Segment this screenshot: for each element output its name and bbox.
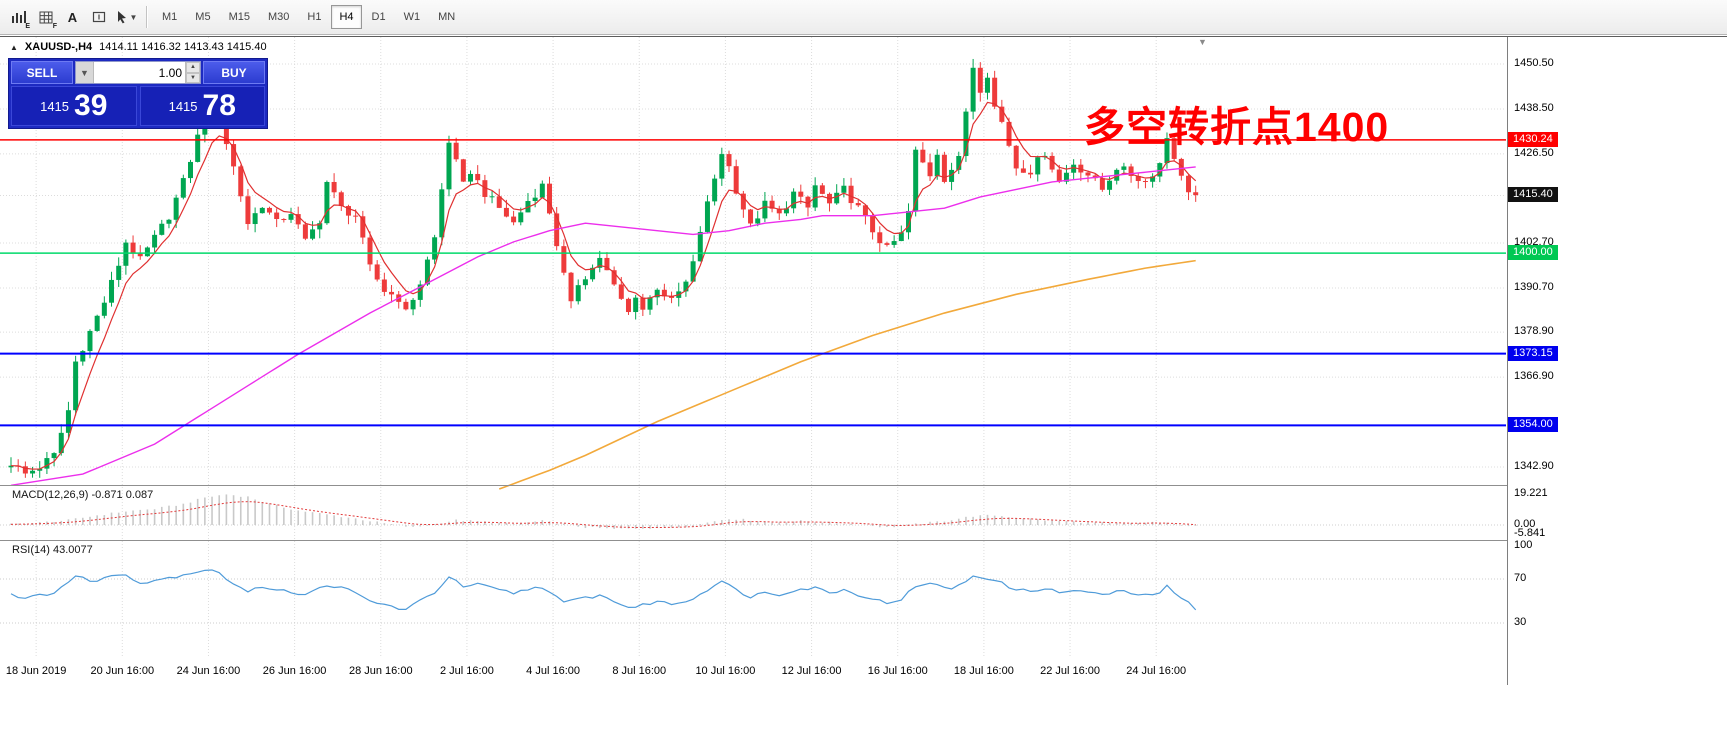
icon-badge: F (52, 23, 57, 30)
price-marker: 1415.40 (1508, 187, 1558, 203)
collapse-panel-icon[interactable]: ▲ (10, 42, 18, 52)
cursor-tool-button[interactable]: ▼ (113, 4, 140, 30)
volume-control: ▼ ▲ ▼ (75, 61, 201, 84)
bid-price-tile[interactable]: 1415 39 (11, 86, 137, 126)
price-axis-label: 1438.50 (1514, 101, 1554, 114)
text-tool-label: A (67, 9, 78, 25)
timeframe-h4-button[interactable]: H4 (331, 5, 362, 29)
one-click-trading-panel: SELL ▼ ▲ ▼ BUY 1415 39 1415 (8, 58, 268, 129)
price-axis-label: 1342.90 (1514, 459, 1554, 472)
grid-icon[interactable]: F (32, 4, 59, 30)
rsi-axis-label: 30 (1514, 616, 1527, 628)
macd-axis-label: 0.00 (1514, 518, 1536, 530)
ohlc-values: 1414.11 1416.32 1413.43 1415.40 (99, 41, 267, 53)
price-axis-label: 1366.90 (1514, 370, 1554, 383)
price-axis-label: 1378.90 (1514, 325, 1554, 338)
time-axis-label: 18 Jun 2019 (5, 665, 67, 677)
rsi-axis-label: 70 (1514, 572, 1527, 584)
time-axis-label: 2 Jul 16:00 (440, 665, 494, 677)
time-axis-label: 4 Jul 16:00 (526, 665, 580, 677)
time-axis-label: 12 Jul 16:00 (781, 665, 842, 677)
macd-axis-label: 19.221 (1514, 486, 1548, 499)
time-axis-label: 18 Jul 16:00 (953, 665, 1014, 677)
chart-header: ▲ XAUUSD-,H4 1414.11 1416.32 1413.43 141… (10, 41, 267, 53)
cursor-icon (117, 11, 126, 24)
time-axis-label: 22 Jul 16:00 (1040, 665, 1101, 677)
toolbar: E F A ▼ (0, 0, 1727, 35)
trade-controls-row: SELL ▼ ▲ ▼ BUY (11, 61, 265, 84)
price-scale[interactable]: 1450.50 1438.50 1426.50 1402.70 1390.70 1378.… (1507, 37, 1727, 685)
buy-button[interactable]: BUY (203, 61, 265, 84)
timeframe-group: M1 M5 M15 M30 H1 H4 D1 W1 MN (153, 5, 464, 29)
volume-decrease-button[interactable]: ▼ (186, 72, 200, 83)
chart-window: ▲ XAUUSD-,H4 1414.11 1416.32 1413.43 141… (0, 36, 1727, 685)
volume-dropdown-icon[interactable]: ▼ (76, 62, 94, 83)
price-axis-label: 1426.50 (1514, 146, 1554, 159)
timeframe-m30-button[interactable]: M30 (260, 5, 297, 29)
price-marker: 1430.24 (1508, 131, 1558, 147)
text-tool-button[interactable]: A (59, 4, 86, 30)
timeframe-d1-button[interactable]: D1 (364, 5, 394, 29)
price-axis-label: 1390.70 (1514, 280, 1554, 293)
sell-button[interactable]: SELL (11, 61, 73, 84)
price-marker: 1373.15 (1508, 345, 1558, 361)
time-scale[interactable]: 18 Jun 2019 20 Jun 16:00 24 Jun 16:00 26 Ju… (0, 657, 1507, 685)
time-axis-label: 20 Jun 16:00 (90, 665, 155, 677)
bar-chart-icon[interactable]: E (5, 4, 32, 30)
timeframe-h1-button[interactable]: H1 (299, 5, 329, 29)
time-axis-label: 26 Jun 16:00 (262, 665, 327, 677)
macd-axis-label: -5.841 (1514, 527, 1546, 540)
time-axis-label: 10 Jul 16:00 (695, 665, 756, 677)
timeframe-w1-button[interactable]: W1 (396, 5, 429, 29)
bid-price-pips: 39 (74, 89, 108, 122)
price-marker: 1354.00 (1508, 417, 1558, 433)
chart-shift-marker-icon[interactable]: ▼ (1198, 37, 1207, 47)
price-marker: 1400.00 (1508, 245, 1558, 261)
rsi-label: RSI(14) 43.0077 (12, 544, 93, 556)
chevron-down-icon: ▼ (129, 12, 138, 22)
time-axis-label: 16 Jul 16:00 (867, 665, 928, 677)
ask-price-tile[interactable]: 1415 78 (139, 86, 265, 126)
time-axis-label: 24 Jun 16:00 (176, 665, 241, 677)
volume-spinner: ▲ ▼ (185, 62, 200, 83)
price-axis-label: 1402.70 (1514, 236, 1554, 248)
toolbar-icon-group: E F A ▼ (5, 4, 140, 30)
volume-input[interactable] (94, 62, 185, 83)
timeframe-m5-button[interactable]: M5 (187, 5, 218, 29)
timeframe-m1-button[interactable]: M1 (154, 5, 185, 29)
icon-badge: E (25, 23, 30, 30)
price-axis-label: 1450.50 (1514, 57, 1554, 69)
symbol-period-label: XAUUSD-,H4 (24, 41, 93, 53)
time-axis-label: 24 Jul 16:00 (1126, 665, 1187, 677)
volume-increase-button[interactable]: ▲ (186, 62, 200, 73)
time-axis-label: 8 Jul 16:00 (612, 665, 667, 677)
trade-prices-row: 1415 39 1415 78 (11, 86, 265, 126)
toolbar-separator (146, 6, 147, 28)
chart-annotation-text: 多空转折点1400 (1084, 104, 1390, 150)
ask-price-pips: 78 (202, 89, 236, 122)
time-axis-label: 28 Jun 16:00 (348, 665, 413, 677)
timeframe-m15-button[interactable]: M15 (221, 5, 258, 29)
rsi-axis-label: 100 (1514, 539, 1533, 551)
bid-price-main: 1415 (40, 98, 70, 114)
macd-label: MACD(12,26,9) -0.871 0.087 (12, 489, 154, 501)
timeframe-mn-button[interactable]: MN (430, 5, 463, 29)
price-label-icon[interactable] (86, 4, 113, 30)
ask-price-main: 1415 (168, 98, 198, 114)
